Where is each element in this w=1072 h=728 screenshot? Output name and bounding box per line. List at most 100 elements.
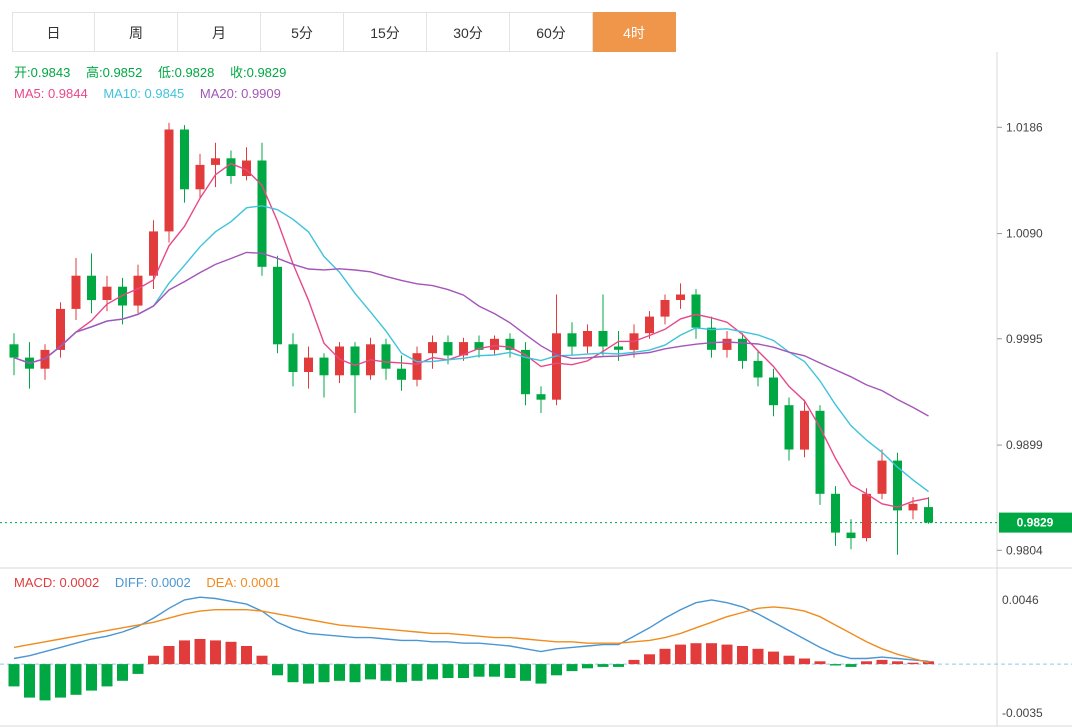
macd-bar — [303, 664, 314, 684]
candle-body — [815, 410, 825, 494]
candle-body — [552, 333, 561, 400]
tab-day[interactable]: 日 — [12, 12, 95, 52]
candle-body — [722, 338, 732, 350]
macd-bar — [256, 655, 268, 665]
macd-bar — [458, 664, 469, 678]
candle-body — [335, 346, 344, 376]
macd-bar — [396, 664, 407, 683]
candle-body — [226, 158, 236, 176]
tab-week[interactable]: 周 — [95, 12, 178, 52]
ma20-value: MA20: 0.9909 — [199, 86, 281, 101]
macd-bar — [721, 644, 733, 665]
macd-bar — [380, 664, 392, 681]
tab-4hour[interactable]: 4时 — [593, 12, 676, 52]
macd-bar — [210, 640, 221, 665]
macd-bar — [690, 643, 702, 665]
macd-bar — [24, 664, 35, 698]
candle-body — [908, 503, 918, 511]
macd-bar — [659, 648, 671, 665]
macd-bar — [551, 664, 562, 676]
tab-5min[interactable]: 5分 — [261, 12, 344, 52]
macd-bar — [566, 664, 578, 672]
macd-bar — [799, 658, 810, 665]
candle-body — [195, 164, 205, 190]
macd-bar — [163, 646, 175, 665]
macd-bar — [892, 661, 903, 665]
candle-body — [211, 158, 220, 165]
candle-body — [242, 160, 251, 176]
macd-bar — [520, 664, 531, 681]
candle-body — [831, 493, 840, 533]
macd-value: MACD: 0.0002 — [14, 575, 100, 590]
candle-body — [381, 344, 391, 369]
candle-body — [428, 342, 437, 354]
candle-body — [149, 231, 158, 276]
macd-bar — [411, 664, 423, 681]
macd-bar — [675, 644, 686, 665]
diff-line — [13, 596, 929, 662]
candle-body — [443, 342, 453, 356]
candle-body — [536, 394, 546, 400]
macd-axis-label: 0.0046 — [1002, 593, 1039, 607]
open-value: 开:0.9843 — [14, 65, 71, 80]
macd-bar — [365, 664, 376, 680]
macd-bar — [706, 643, 717, 665]
candle-body — [846, 532, 856, 539]
macd-bar — [861, 661, 872, 665]
candle-body — [877, 460, 887, 494]
macd-bar — [132, 664, 144, 674]
candle-body — [490, 338, 499, 350]
macd-bar — [427, 664, 438, 680]
candle-body — [676, 294, 685, 300]
candle-body — [660, 300, 670, 317]
candle-body — [350, 346, 360, 376]
macd-bar — [225, 641, 237, 665]
macd-bar — [737, 646, 748, 665]
candle-body — [645, 316, 654, 334]
candle-body — [459, 342, 468, 356]
dea-line — [13, 606, 929, 664]
macd-bar — [55, 664, 66, 698]
macd-bar — [783, 655, 795, 665]
macd-bar — [830, 664, 841, 666]
candle-body — [567, 333, 577, 347]
macd-bar — [628, 659, 640, 665]
ma5-value: MA5: 0.9844 — [14, 86, 88, 101]
candle-body — [893, 460, 902, 511]
candle-body — [784, 405, 794, 450]
tab-month[interactable]: 月 — [178, 12, 261, 52]
macd-bar — [349, 664, 361, 683]
macd-bar — [39, 664, 51, 701]
candle-body — [9, 344, 19, 358]
candle-body — [800, 410, 809, 450]
dea-value: DEA: 0.0001 — [206, 575, 281, 590]
candle-body — [133, 275, 143, 306]
tab-60min[interactable]: 60分 — [510, 12, 593, 52]
candle-body — [614, 346, 623, 350]
macd-legend: MACD: 0.0002 DIFF: 0.0002 DEA: 0.0001 — [14, 575, 292, 590]
macd-bar — [86, 664, 97, 691]
candle-body — [862, 493, 871, 539]
candle-body — [164, 129, 174, 232]
ma5-line — [13, 162, 929, 508]
candle-body — [56, 308, 65, 350]
macd-bar — [613, 664, 624, 667]
macd-bar — [8, 664, 20, 687]
diff-value: DIFF: 0.0002 — [114, 575, 191, 590]
macd-bar — [241, 646, 252, 665]
macd-bar — [752, 648, 764, 665]
candle-body — [738, 338, 747, 361]
macd-bar — [101, 664, 113, 687]
macd-bar — [70, 664, 82, 695]
current-price-badge-label: 0.9829 — [1017, 516, 1054, 530]
candle-body — [273, 266, 282, 345]
macd-bar — [535, 664, 547, 684]
macd-bar — [148, 655, 159, 665]
macd-bar — [845, 664, 857, 667]
ohlc-legend: 开:0.9843 高:0.9852 低:0.9828 收:0.9829 — [14, 62, 298, 81]
tab-15min[interactable]: 15分 — [344, 12, 427, 52]
macd-bar — [334, 664, 345, 681]
tab-30min[interactable]: 30分 — [427, 12, 510, 52]
